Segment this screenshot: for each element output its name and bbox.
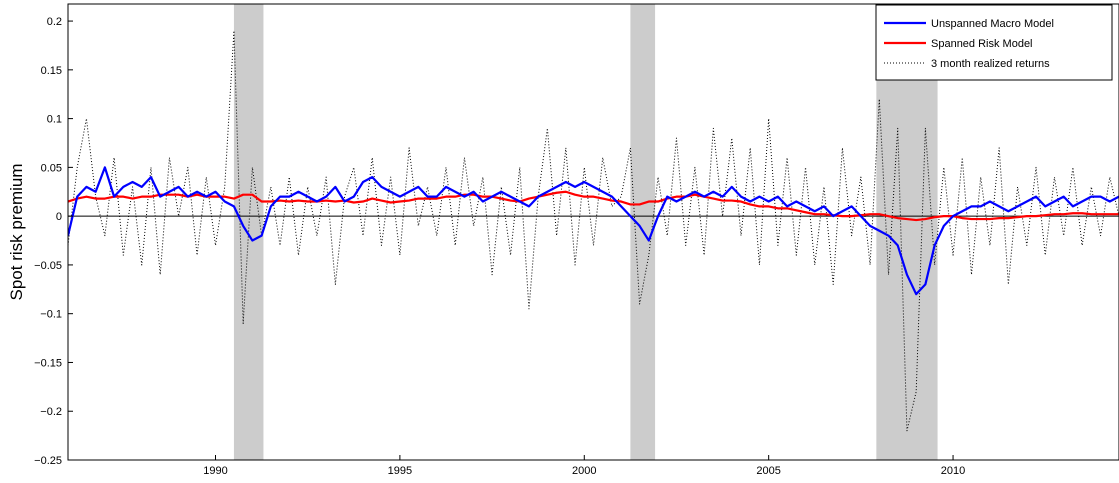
recession-shade <box>233 4 264 460</box>
series-line <box>68 166 1119 296</box>
y-tick-label: −0.05 <box>34 260 62 272</box>
legend-label: Unspanned Macro Model <box>931 18 1054 30</box>
series-line <box>68 190 1119 222</box>
y-tick-label: −0.1 <box>40 309 62 321</box>
y-tick-label: 0.05 <box>41 162 62 174</box>
y-tick-label: −0.15 <box>34 357 62 369</box>
y-tick-label: 0.1 <box>47 114 62 126</box>
y-tick-label: 0.15 <box>41 65 62 77</box>
y-tick-label: −0.25 <box>34 455 62 467</box>
legend-label: Spanned Risk Model <box>931 38 1033 50</box>
x-tick-label: 2000 <box>572 465 596 477</box>
plot-frame <box>67 3 1119 461</box>
x-tick-label: 2010 <box>941 465 965 477</box>
x-tick-label: 2005 <box>756 465 780 477</box>
legend-label: 3 month realized returns <box>931 58 1050 70</box>
x-tick-label: 1990 <box>203 465 227 477</box>
series-line <box>68 30 1119 432</box>
x-tick-label: 1995 <box>388 465 412 477</box>
y-tick-label: −0.2 <box>40 406 62 418</box>
y-tick-label: 0.2 <box>47 16 62 28</box>
y-tick-label: 0 <box>56 211 62 223</box>
y-axis-label: Spot risk premium <box>7 164 26 301</box>
